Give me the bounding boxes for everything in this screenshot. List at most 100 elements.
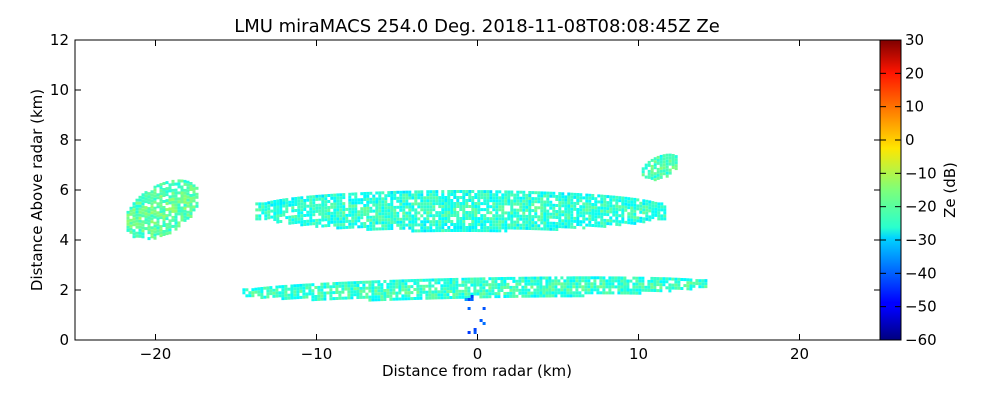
data-cell	[450, 199, 454, 202]
data-cell	[321, 212, 325, 216]
data-cell	[528, 224, 532, 227]
data-cell	[573, 219, 577, 223]
data-cell	[354, 204, 358, 208]
data-cell	[587, 285, 591, 289]
data-cell	[407, 297, 411, 301]
data-cell	[501, 205, 505, 209]
data-cell	[366, 197, 370, 201]
data-cell	[434, 281, 438, 285]
data-cell	[438, 205, 442, 209]
data-cell	[564, 222, 568, 226]
data-cell	[588, 202, 592, 206]
data-cell	[443, 278, 447, 282]
data-cell	[311, 289, 315, 293]
data-cell	[177, 224, 181, 228]
data-cell	[399, 202, 403, 206]
data-cell	[536, 282, 540, 286]
data-cell	[623, 282, 627, 286]
data-cell	[615, 207, 619, 211]
data-cell	[567, 195, 571, 199]
data-cell	[329, 291, 333, 295]
data-cell	[168, 198, 172, 202]
data-cell	[494, 283, 498, 287]
data-cell	[642, 208, 646, 212]
data-cell	[527, 282, 531, 286]
data-cell	[264, 217, 268, 221]
data-cell	[320, 297, 324, 301]
data-cell	[579, 208, 583, 212]
data-cell	[626, 285, 630, 289]
data-cell	[644, 163, 648, 167]
data-cell	[464, 286, 468, 290]
data-cell	[284, 284, 288, 288]
data-cell	[471, 217, 475, 220]
data-cell	[630, 203, 634, 207]
data-cell	[144, 206, 148, 210]
data-cell	[549, 206, 553, 210]
data-cell	[369, 200, 373, 204]
data-cell	[468, 205, 472, 208]
data-cell	[348, 198, 352, 202]
data-cell	[620, 276, 624, 280]
data-cell	[308, 286, 312, 290]
data-cell	[500, 286, 504, 289]
data-cell	[516, 214, 520, 218]
data-cell	[633, 212, 637, 216]
data-cell	[674, 277, 678, 281]
data-cell	[695, 279, 699, 283]
data-cell	[279, 208, 283, 211]
data-cell	[288, 203, 292, 207]
data-cell	[453, 229, 457, 232]
data-cell	[306, 222, 310, 226]
data-cell	[569, 285, 573, 289]
data-cell	[444, 211, 448, 214]
data-cell	[530, 282, 534, 286]
data-cell	[162, 233, 166, 236]
data-cell	[450, 190, 454, 193]
data-cell	[441, 199, 445, 203]
data-cell	[653, 286, 657, 289]
data-cell	[519, 205, 523, 209]
data-cell	[363, 198, 367, 201]
data-cell	[492, 229, 496, 233]
data-cell	[447, 193, 451, 196]
data-cell	[477, 199, 481, 203]
data-cell	[141, 208, 145, 212]
data-cell	[663, 208, 667, 212]
data-cell	[326, 291, 330, 295]
data-cell	[444, 220, 448, 223]
data-cell	[324, 203, 328, 207]
data-cell	[428, 296, 432, 300]
x-tick-label: 10	[629, 345, 648, 363]
data-cell	[608, 291, 612, 295]
data-cell	[150, 202, 154, 206]
data-cell	[326, 285, 330, 289]
data-cell	[501, 226, 505, 230]
region-lower-layer	[242, 276, 708, 302]
data-cell	[162, 230, 166, 233]
data-cell	[654, 213, 658, 217]
data-cell	[366, 227, 370, 231]
data-cell	[492, 220, 496, 224]
data-cell	[348, 222, 352, 226]
data-cell	[291, 209, 295, 213]
data-cell	[266, 292, 270, 296]
data-cell	[312, 213, 316, 217]
data-cell	[480, 190, 484, 194]
data-cell	[555, 228, 559, 231]
data-cell	[404, 291, 408, 295]
data-cell	[336, 220, 340, 224]
data-cell	[396, 211, 400, 215]
data-cell	[509, 285, 513, 289]
data-cell	[606, 207, 610, 211]
data-cell	[479, 295, 483, 299]
data-cell	[429, 223, 433, 227]
data-cell	[366, 200, 370, 204]
data-cell	[647, 163, 651, 167]
data-cell	[456, 229, 460, 232]
data-cell	[599, 285, 603, 289]
data-cell	[630, 209, 634, 213]
data-cell	[171, 191, 175, 195]
data-cell	[494, 286, 498, 290]
data-cell	[402, 199, 406, 203]
